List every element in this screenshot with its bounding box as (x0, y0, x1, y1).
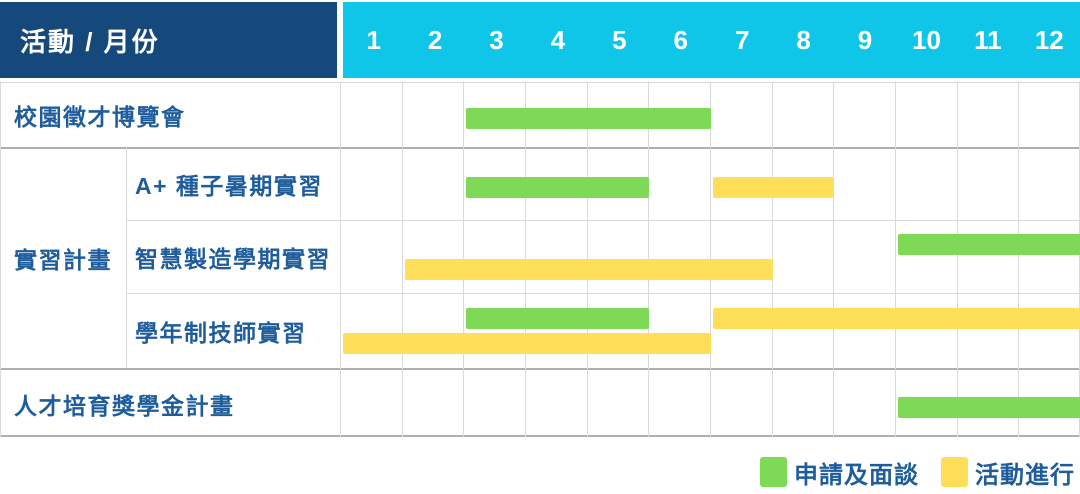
legend-label: 申請及面談 (794, 461, 919, 489)
row-label: 校園徵才博覽會 (14, 103, 186, 130)
row-label: 人才培育獎學金計畫 (14, 392, 235, 419)
grid-line (833, 82, 834, 437)
month-label: 6 (673, 24, 689, 55)
row-label: 智慧製造學期實習 (135, 245, 331, 272)
month-label: 1 (366, 24, 381, 55)
row-label: A+ 種子暑期實習 (135, 172, 323, 199)
legend-swatch-active (941, 457, 968, 487)
gantt-body: 校園徵才博覽會 實習計畫 A+ 種子暑期實習 智慧製造學期實習 學年制技師實習人才培育獎… (0, 82, 1080, 437)
month-label: 2 (427, 24, 443, 55)
gantt-bar (466, 107, 711, 129)
month-label: 7 (734, 24, 750, 55)
group-label: 實習計畫 (14, 246, 112, 273)
grid-line (895, 82, 896, 437)
gantt-bar (404, 258, 773, 280)
month-label: 11 (974, 24, 1002, 55)
legend-swatch-apply (760, 457, 787, 487)
gantt-bar (466, 307, 650, 329)
gantt-bar (713, 307, 1080, 329)
row-label: 學年制技師實習 (135, 319, 307, 346)
month-label: 4 (550, 24, 566, 55)
month-label: 3 (489, 24, 504, 55)
legend-item: 申請及面談 (760, 455, 919, 490)
month-label: 8 (796, 24, 811, 55)
gantt-bar (898, 396, 1080, 418)
month-label: 12 (1034, 24, 1064, 55)
grid-line (1018, 82, 1019, 437)
gantt-bar (713, 176, 835, 198)
gantt-bar (898, 233, 1080, 255)
legend-label: 活動進行 (975, 461, 1075, 489)
legend: 申請及面談 活動進行 (760, 455, 1075, 490)
grid-line (340, 82, 341, 437)
month-header: 1 2 3 4 5 6 7 8 9 10 11 12 (343, 2, 1080, 78)
gantt-bar (343, 332, 711, 354)
month-label: 10 (911, 24, 941, 55)
grid-line (402, 82, 403, 437)
month-label: 5 (612, 24, 627, 55)
gantt-bar (466, 176, 650, 198)
legend-item: 活動進行 (941, 455, 1075, 490)
header-title-cell: 活動 / 月份 (0, 2, 337, 78)
grid-line (957, 82, 958, 437)
month-label: 9 (857, 24, 873, 55)
page-title: 活動 / 月份 (20, 26, 160, 57)
